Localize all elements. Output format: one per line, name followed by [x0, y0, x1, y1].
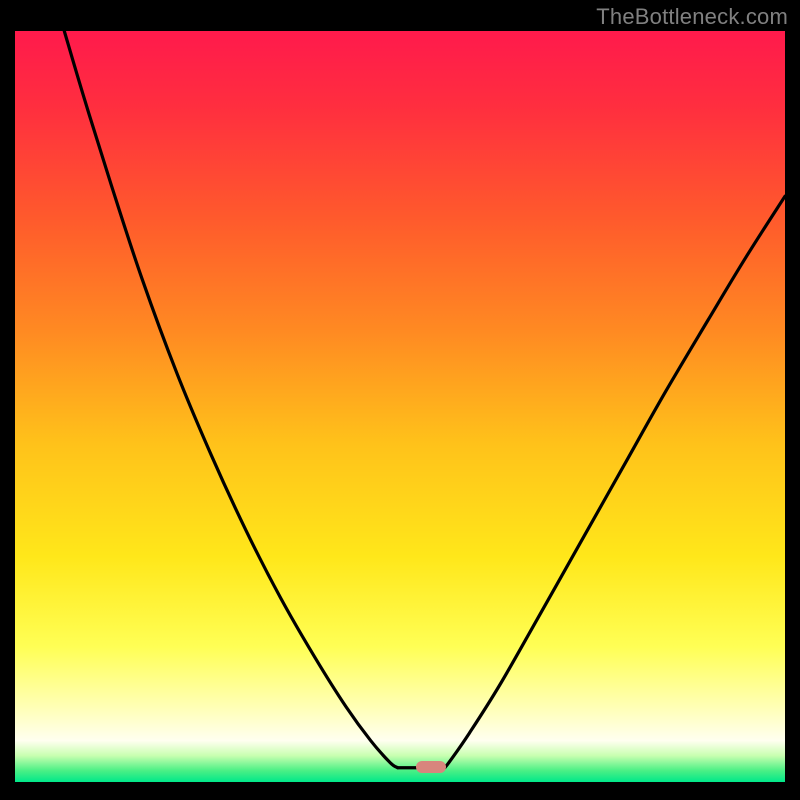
optimum-marker [416, 761, 446, 773]
bottleneck-curve [15, 31, 785, 782]
plot-area [15, 31, 785, 782]
watermark-text: TheBottleneck.com [596, 4, 788, 30]
